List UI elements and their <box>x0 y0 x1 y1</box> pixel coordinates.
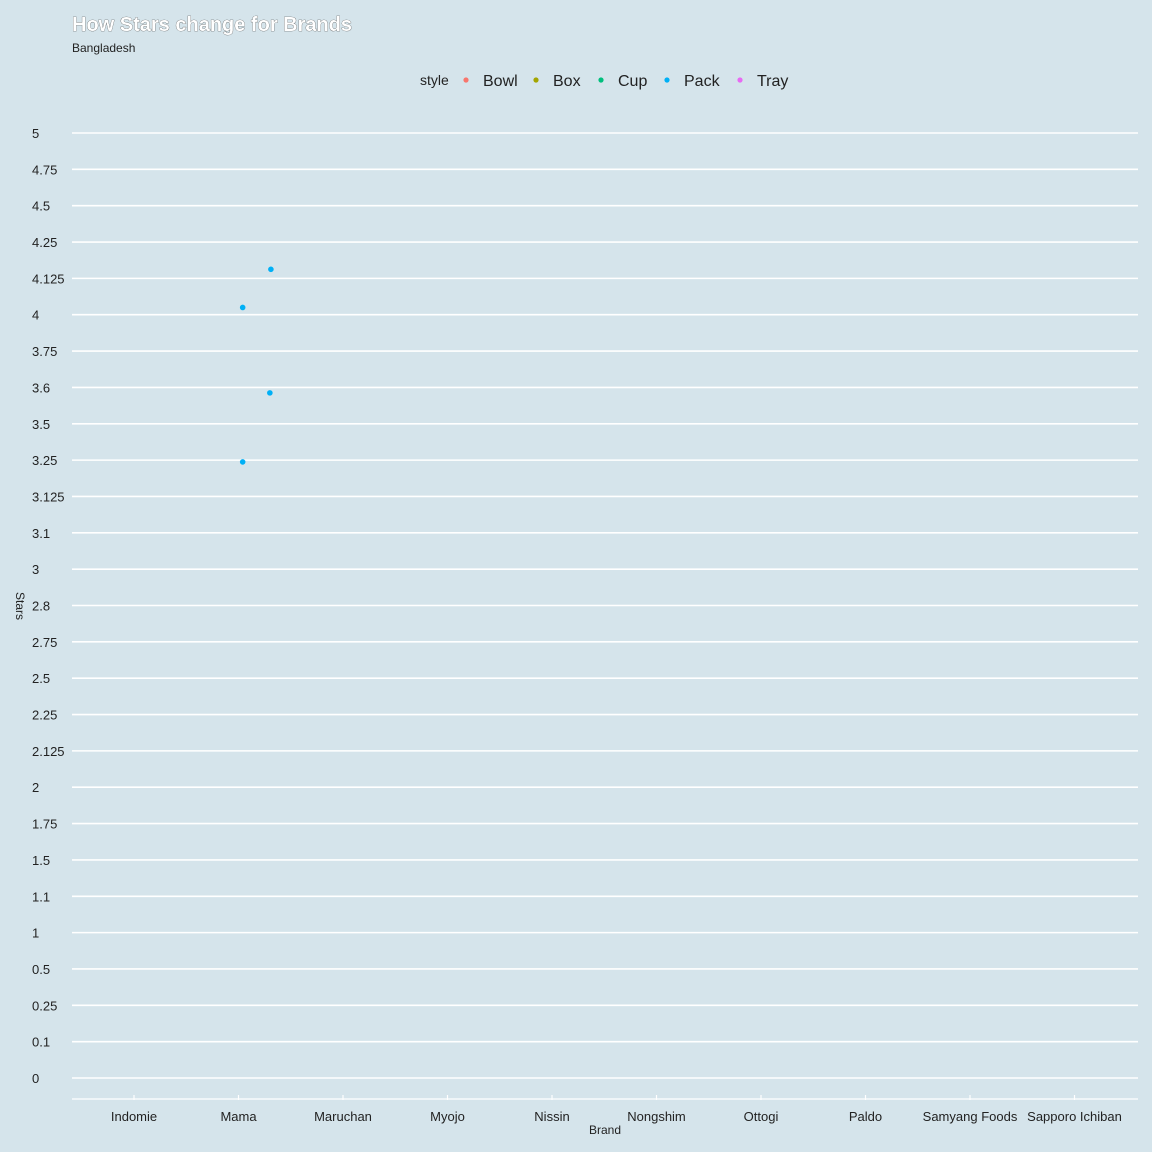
y-tick-label: 2.5 <box>32 671 50 686</box>
chart-subtitle: Bangladesh <box>72 41 135 55</box>
data-point <box>268 266 274 273</box>
y-tick-label: 2 <box>32 780 39 795</box>
y-tick-label: 2.8 <box>32 599 50 614</box>
y-tick-label: 3 <box>32 562 39 577</box>
y-tick-label: 3.6 <box>32 380 50 395</box>
y-tick-label: 5 <box>32 126 39 141</box>
y-tick-label: 3.75 <box>32 344 57 359</box>
x-tick-label: Maruchan <box>314 1109 372 1124</box>
y-tick-label: 4.25 <box>32 235 57 250</box>
x-tick-label: Samyang Foods <box>923 1109 1018 1124</box>
y-tick-label: 3.25 <box>32 453 57 468</box>
gridlines <box>72 132 1138 1079</box>
y-tick-label: 0.5 <box>32 962 50 977</box>
y-tick-label: 1.75 <box>32 817 57 832</box>
chart-title: How Stars change for Brands <box>72 14 352 36</box>
x-tick-label: Sapporo Ichiban <box>1027 1109 1122 1124</box>
y-tick-label: 4 <box>32 308 39 323</box>
y-tick-label: 2.75 <box>32 635 57 650</box>
legend-key-cup <box>598 77 604 83</box>
legend-label-bowl: Bowl <box>483 73 518 90</box>
x-tick-label: Ottogi <box>744 1109 779 1124</box>
y-tick-label: 2.25 <box>32 708 57 723</box>
y-tick-label: 0.25 <box>32 998 57 1013</box>
x-axis-ticks: Indomie Mama Maruchan Myojo Nissin Nongshim Ot… <box>72 1095 1138 1124</box>
y-tick-label: 2.125 <box>32 744 65 759</box>
y-tick-label: 3.1 <box>32 526 50 541</box>
y-tick-label: 4.125 <box>32 271 65 286</box>
legend-label-cup: Cup <box>618 73 647 90</box>
y-tick-label: 1.1 <box>32 889 50 904</box>
x-axis-label: Brand <box>589 1123 621 1137</box>
data-point <box>239 304 246 311</box>
legend: style Bowl Box Cup Pack Tray <box>420 72 788 90</box>
y-tick-label: 3.5 <box>32 417 50 432</box>
legend-label-pack: Pack <box>684 73 721 90</box>
legend-key-bowl <box>463 77 469 83</box>
x-tick-label: Paldo <box>849 1109 882 1124</box>
legend-key-box <box>533 77 539 83</box>
legend-key-pack <box>664 77 670 83</box>
y-tick-label: 0 <box>32 1071 39 1086</box>
y-axis-label: Stars <box>13 592 27 620</box>
x-tick-label: Nissin <box>534 1109 569 1124</box>
y-tick-label: 0.1 <box>32 1035 50 1050</box>
x-tick-label: Indomie <box>111 1109 157 1124</box>
data-point <box>239 459 246 465</box>
x-tick-label: Nongshim <box>627 1109 686 1124</box>
legend-key-tray <box>737 77 743 83</box>
legend-label-tray: Tray <box>757 73 788 90</box>
y-tick-label: 1.5 <box>32 853 50 868</box>
x-tick-label: Mama <box>220 1109 257 1124</box>
x-tick-label: Myojo <box>430 1109 465 1124</box>
data-points <box>239 266 274 465</box>
data-point <box>267 390 273 396</box>
legend-label-box: Box <box>553 73 581 90</box>
y-tick-label: 3.125 <box>32 489 65 504</box>
legend-title: style <box>420 72 449 88</box>
y-tick-label: 4.75 <box>32 162 57 177</box>
y-tick-label: 4.5 <box>32 199 50 214</box>
y-axis-ticks: 0 0.1 0.25 0.5 1 1.1 1.5 1.75 2 2.125 2.25 2.5 2.75 2… <box>32 126 65 1086</box>
y-tick-label: 1 <box>32 926 39 941</box>
